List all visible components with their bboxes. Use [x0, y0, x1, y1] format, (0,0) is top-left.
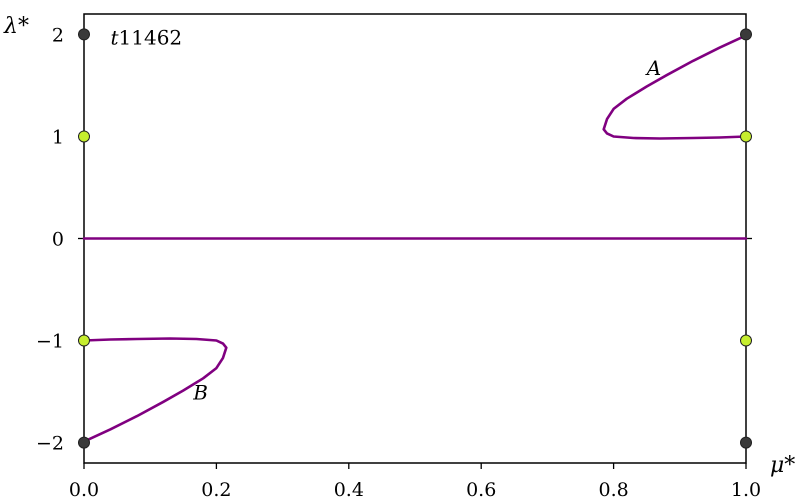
y-axis-title: λ* [3, 14, 29, 39]
text-layer: t11462 A B [110, 26, 661, 405]
series-layer [82, 34, 748, 443]
annotation-0: t11462 [110, 26, 182, 50]
x-tick-label-0: 0.0 [69, 479, 99, 501]
marker-point-6 [740, 334, 752, 347]
marker-point-5 [740, 130, 752, 143]
x-tick-label-1: 0.2 [201, 479, 231, 501]
x-tick-label-3: 0.6 [466, 479, 496, 501]
marker-point-1 [78, 130, 90, 143]
y-tick-label-4: −2 [36, 433, 64, 455]
annotation-1: A [645, 56, 661, 80]
series-line-B [82, 337, 228, 443]
series-line-A [602, 34, 748, 140]
marker-point-7 [740, 436, 752, 449]
marker-point-4 [740, 28, 752, 41]
markers-layer [78, 28, 752, 449]
x-tick-label-5: 1.0 [731, 479, 761, 501]
axes-layer: 0.0 0.2 0.4 0.6 0.8 1.0 2 1 0 −1 −2 [36, 13, 761, 501]
y-tick-label-2: 0 [52, 229, 64, 251]
y-tick-label-1: 1 [52, 126, 64, 148]
marker-point-3 [78, 436, 90, 449]
y-tick-label-0: 2 [52, 24, 64, 46]
x-tick-label-2: 0.4 [334, 479, 364, 501]
annotation-2: B [192, 381, 208, 405]
x-axis-title: μ* [770, 453, 795, 478]
y-tick-label-3: −1 [36, 331, 64, 353]
marker-point-2 [78, 334, 90, 347]
x-tick-label-4: 0.8 [598, 479, 628, 501]
marker-point-0 [78, 28, 90, 41]
